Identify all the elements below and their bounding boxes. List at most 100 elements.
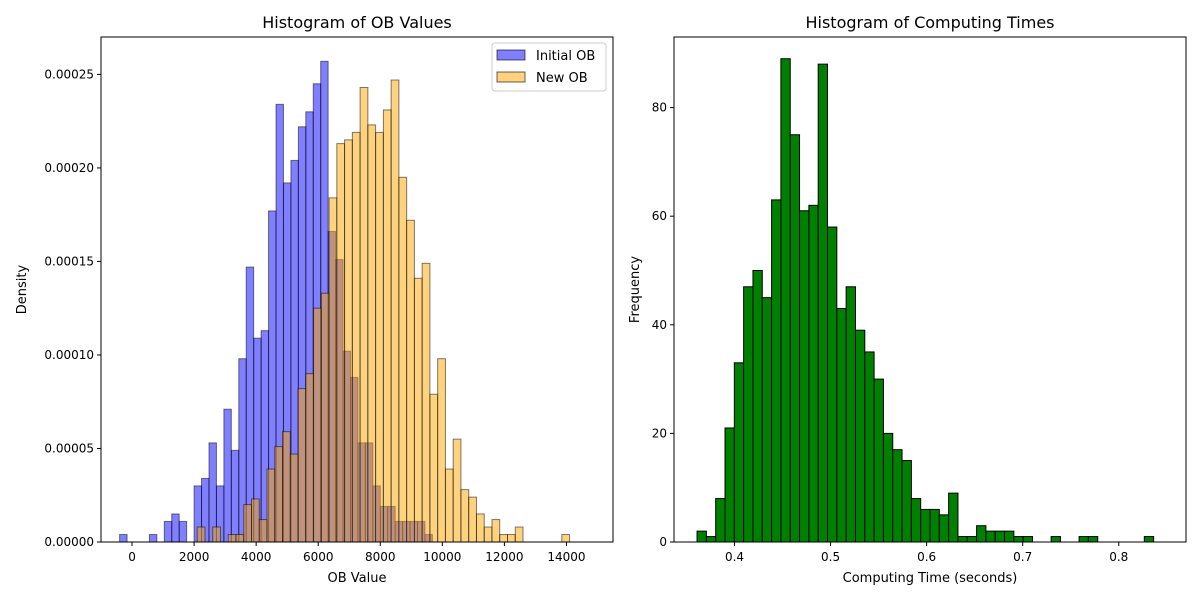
computing-time-bar xyxy=(948,492,959,543)
x-tick-label: 4000 xyxy=(241,550,272,564)
computing-time-bar xyxy=(733,362,745,543)
computing-time-plot-frame xyxy=(673,36,1187,543)
legend-label-new-ob: New OB xyxy=(536,71,588,86)
legend-swatch-new-ob xyxy=(496,71,526,83)
computing-time-bar xyxy=(994,530,1006,543)
new-ob-bar xyxy=(297,388,307,543)
new-ob-bar xyxy=(243,504,253,543)
new-ob-bar xyxy=(289,453,299,543)
x-tick-label: 6000 xyxy=(303,550,334,564)
x-tick-label: 12000 xyxy=(485,550,523,564)
computing-time-bar xyxy=(1013,536,1024,543)
new-ob-bar xyxy=(406,219,415,543)
new-ob-bar xyxy=(460,489,470,543)
new-ob-bar xyxy=(227,534,237,543)
new-ob-bar xyxy=(305,373,315,543)
new-ob-bar xyxy=(258,519,268,543)
computing-time-bar xyxy=(920,508,931,543)
computing-time-bar xyxy=(827,226,838,543)
new-ob-bar xyxy=(274,446,284,543)
new-ob-bar xyxy=(196,526,206,543)
computing-time-bars xyxy=(696,58,1155,543)
computing-time-bar xyxy=(817,63,829,543)
y-tick-label: 0.00025 xyxy=(44,67,94,81)
new-ob-bar xyxy=(344,139,353,543)
initial-ob-bar xyxy=(230,449,240,543)
y-tick-label: 0.00010 xyxy=(44,348,94,362)
computing-time-bar xyxy=(864,351,875,543)
x-tick-label: 0.5 xyxy=(821,550,840,564)
y-tick-label: 0 xyxy=(659,535,667,549)
y-tick-label: 0.00005 xyxy=(44,441,94,455)
ob-x-axis-label: OB Value xyxy=(328,571,387,586)
computing-time-y-axis-label: Frequency xyxy=(628,256,643,323)
computing-time-bar xyxy=(743,286,754,543)
ob-y-axis-label: Density xyxy=(15,264,30,314)
ob-chart-title: Histogram of OB Values xyxy=(262,13,452,32)
new-ob-bar xyxy=(367,124,377,543)
x-tick-label: 14000 xyxy=(547,550,585,564)
computing-time-bar xyxy=(1143,536,1155,543)
computing-time-bar xyxy=(966,536,978,543)
computing-time-bar xyxy=(799,210,810,543)
computing-time-bar xyxy=(715,498,726,543)
new-ob-bar xyxy=(390,79,400,543)
x-tick-label: 0.7 xyxy=(1013,550,1032,564)
legend-label-initial-ob: Initial OB xyxy=(536,49,595,64)
computing-time-bar xyxy=(789,134,801,543)
new-ob-bar xyxy=(359,87,369,543)
computing-time-bar xyxy=(976,525,987,543)
initial-ob-bar xyxy=(119,534,128,543)
y-tick-label: 0.00000 xyxy=(44,535,94,549)
initial-ob-bar xyxy=(148,534,158,543)
computing-time-bar xyxy=(882,432,894,543)
computing-time-bar xyxy=(957,536,968,543)
x-tick-label: 0.8 xyxy=(1109,550,1128,564)
y-tick-label: 80 xyxy=(652,101,667,115)
computing-time-bar xyxy=(705,536,717,543)
y-tick-label: 0.00015 xyxy=(44,254,94,268)
computing-time-bar xyxy=(1078,536,1089,543)
new-ob-bar xyxy=(413,277,423,543)
y-tick-label: 0.00020 xyxy=(44,161,94,175)
computing-time-bar xyxy=(696,530,707,543)
computing-time-chart-title: Histogram of Computing Times xyxy=(805,13,1054,32)
initial-ob-bar xyxy=(223,408,232,543)
new-ob-bar xyxy=(429,393,439,543)
computing-time-bar xyxy=(910,498,922,543)
new-ob-bar xyxy=(452,438,462,543)
new-ob-bar xyxy=(468,496,477,543)
new-ob-bar xyxy=(382,109,392,543)
new-ob-bar xyxy=(491,519,501,543)
x-tick-label: 10000 xyxy=(423,550,461,564)
computing-time-bar xyxy=(771,199,782,543)
computing-time-bar xyxy=(1022,536,1033,543)
new-ob-bar xyxy=(351,131,361,543)
ob-legend: Initial OB New OB xyxy=(491,42,607,92)
new-ob-bar xyxy=(212,526,221,543)
ob-x-ticks: 0 2000 4000 6000 8000 10000 12000 14000 xyxy=(128,542,586,564)
y-tick-label: 20 xyxy=(652,426,667,440)
x-tick-label: 0.6 xyxy=(917,550,936,564)
computing-time-x-axis-label: Computing Time (seconds) xyxy=(843,571,1018,586)
computing-time-bar xyxy=(854,329,866,543)
x-tick-label: 2000 xyxy=(179,550,210,564)
computing-time-bar xyxy=(985,530,996,543)
new-ob-bar xyxy=(375,131,384,543)
computing-time-bar xyxy=(1050,536,1061,543)
new-ob-bar xyxy=(313,307,322,543)
computing-time-bar xyxy=(761,297,773,543)
ob-plot-frame xyxy=(100,36,614,543)
computing-time-bar xyxy=(938,514,950,543)
computing-time-bar xyxy=(1004,530,1015,543)
x-tick-label: 0 xyxy=(128,550,136,564)
new-ob-bar xyxy=(437,358,446,543)
new-ob-bar xyxy=(514,526,524,543)
x-tick-label: 8000 xyxy=(365,550,396,564)
new-ob-bar xyxy=(328,197,338,543)
computing-time-histogram-panel: 0.4 0.5 0.6 0.7 0.8 0 20 40 60 80 Histogram of C… xyxy=(628,13,1187,586)
computing-time-bar xyxy=(892,449,903,543)
x-tick-label: 0.4 xyxy=(725,550,744,564)
computing-time-y-ticks: 0 20 40 60 80 xyxy=(652,101,674,549)
